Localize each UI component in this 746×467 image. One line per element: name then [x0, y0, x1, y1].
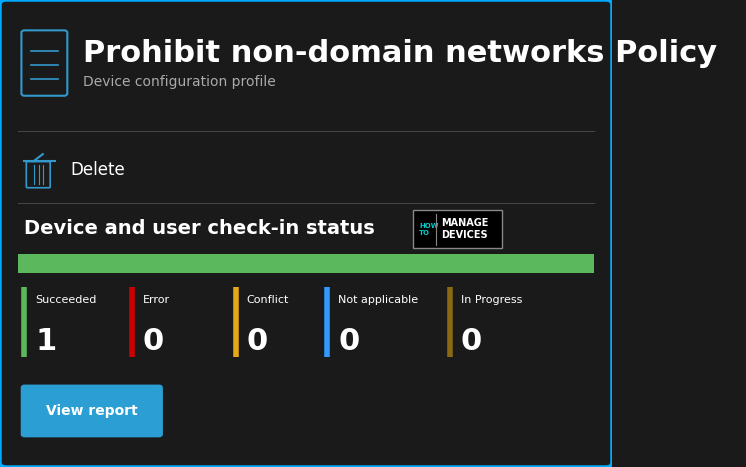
Text: 0: 0: [461, 327, 482, 356]
Text: HOW
TO: HOW TO: [419, 223, 439, 236]
Text: 0: 0: [339, 327, 360, 356]
Bar: [19, 254, 594, 273]
Text: 1: 1: [36, 327, 57, 356]
Text: 0: 0: [247, 327, 268, 356]
Text: Prohibit non-domain networks Policy: Prohibit non-domain networks Policy: [83, 39, 717, 68]
Text: Succeeded: Succeeded: [36, 295, 97, 305]
Text: View report: View report: [46, 404, 138, 418]
Text: Delete: Delete: [70, 162, 125, 179]
Text: MANAGE
DEVICES: MANAGE DEVICES: [441, 218, 489, 241]
FancyBboxPatch shape: [0, 0, 612, 467]
Text: Error: Error: [142, 295, 170, 305]
FancyBboxPatch shape: [26, 162, 50, 188]
Text: Conflict: Conflict: [247, 295, 289, 305]
Text: 0: 0: [142, 327, 164, 356]
Text: Device configuration profile: Device configuration profile: [83, 75, 275, 89]
FancyBboxPatch shape: [22, 385, 162, 437]
Text: In Progress: In Progress: [461, 295, 522, 305]
FancyBboxPatch shape: [22, 30, 67, 96]
Text: Device and user check-in status: Device and user check-in status: [25, 219, 375, 238]
Bar: [413, 210, 502, 248]
Text: Not applicable: Not applicable: [339, 295, 419, 305]
